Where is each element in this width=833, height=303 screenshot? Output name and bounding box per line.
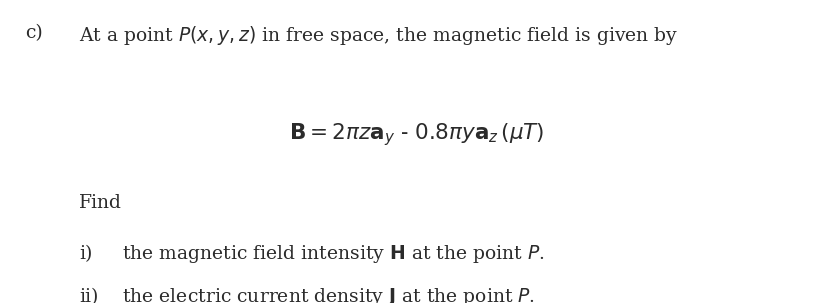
Text: c): c) bbox=[25, 24, 42, 42]
Text: i)     the magnetic field intensity $\mathbf{H}$ at the point $P$.: i) the magnetic field intensity $\mathbf… bbox=[79, 242, 545, 265]
Text: Find: Find bbox=[79, 194, 122, 212]
Text: $\mathbf{B} = 2\pi z\mathbf{a}_{y}$ - $0.8\pi y\mathbf{a}_{z}\,(\mu T)$: $\mathbf{B} = 2\pi z\mathbf{a}_{y}$ - $0… bbox=[289, 121, 544, 148]
Text: At a point $P(x, y, z)$ in free space, the magnetic field is given by: At a point $P(x, y, z)$ in free space, t… bbox=[79, 24, 679, 47]
Text: ii)    the electric current density $\mathbf{J}$ at the point $P$.: ii) the electric current density $\mathb… bbox=[79, 285, 536, 303]
